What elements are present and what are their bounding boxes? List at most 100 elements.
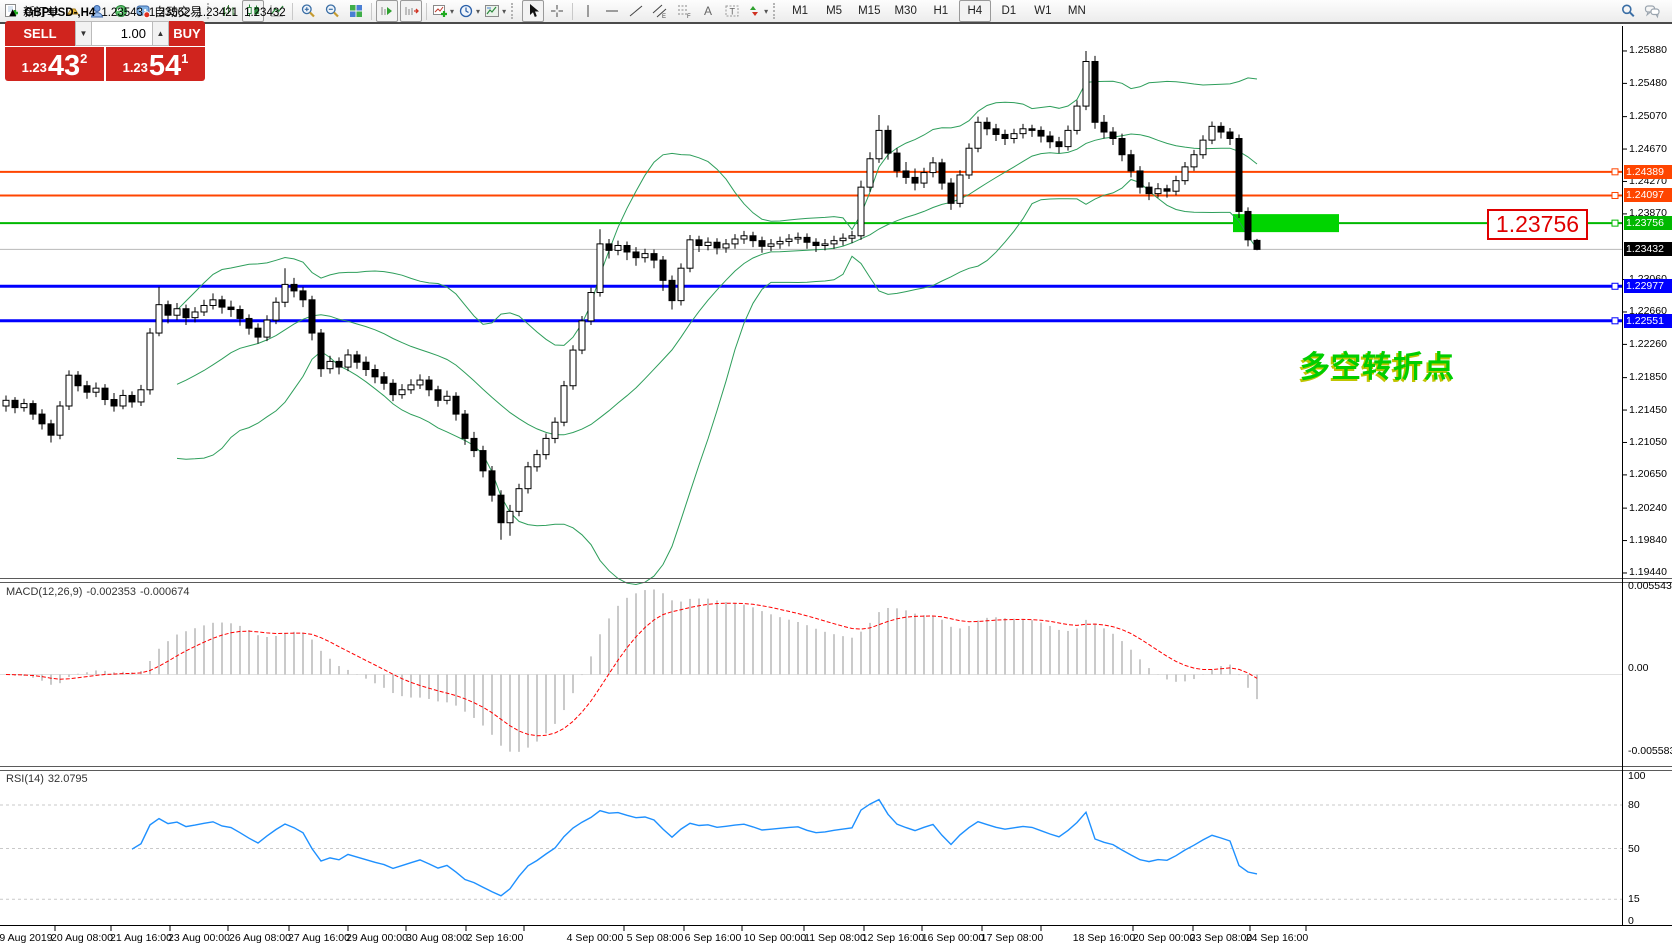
toolbar-grip[interactable] [207,3,213,19]
timeframe-button-m1[interactable]: M1 [792,5,809,17]
timeframe-button-mn[interactable]: MN [1067,5,1086,17]
time-axis-label: 9 Aug 2019 [0,932,53,944]
crosshair-icon [551,5,564,17]
signals-icon [115,5,128,17]
rsi-axis-label: 100 [1628,770,1646,782]
timeframe-button-d1[interactable]: D1 [1001,5,1017,17]
sell-price-display[interactable]: 1.23 43 2 [5,47,104,81]
auto-trading-icon [136,5,151,19]
crosshair-button[interactable] [546,0,568,22]
dropdown-arrow-icon: ▾ [502,6,507,16]
bar-chart-icon [223,5,236,16]
fibonacci-button[interactable]: F [673,0,695,22]
channel-icon: E [652,4,667,19]
buy-button[interactable]: BUY [169,21,205,46]
signals-button[interactable] [110,0,132,22]
zoom-in-icon [301,4,315,18]
periods-button[interactable]: ▾ [457,0,481,22]
volume-increase-button[interactable]: ▲ [152,21,169,46]
auto-scroll-icon [381,7,393,15]
time-axis-label: 29 Aug 00:00 [346,932,408,944]
dropdown-arrow-icon: ▾ [764,6,769,16]
bar-chart-button[interactable] [218,0,240,22]
arrows-icon [750,6,759,16]
cursor-button[interactable] [522,0,545,22]
macd-axis-label: -0.005583 [1628,745,1672,757]
time-axis-label: 21 Aug 16:00 [110,932,172,944]
profile-icon [90,5,104,18]
toolbar-grip[interactable] [511,3,517,19]
price-axis-tick: 1.22260 [1629,338,1667,350]
volume-decrease-button[interactable]: ▼ [75,21,92,46]
templates-button[interactable]: ▾ [483,0,507,22]
auto-scroll-button[interactable] [376,0,399,22]
price-callout-box[interactable]: 1.23756 [1487,209,1588,240]
timeframe-button-w1[interactable]: W1 [1034,5,1052,17]
toolbar-grip[interactable] [773,3,779,19]
buy-price-display[interactable]: 1.23 54 1 [106,47,205,81]
timeframe-button-m30[interactable]: M30 [894,5,917,17]
price-level-tag: 1.24389 [1624,165,1672,179]
trendline-button[interactable] [625,0,647,22]
price-axis-tick: 1.21050 [1629,436,1667,448]
chat-icon [1644,5,1660,19]
one-click-trading-panel: SELL ▼ 1.00 ▲ BUY 1.23 43 2 1.23 54 1 [5,21,205,81]
zoom-in-button[interactable] [297,0,319,22]
zoom-out-button[interactable] [321,0,343,22]
timeframe-button-m15[interactable]: M15 [858,5,881,17]
tile-windows-button[interactable] [345,0,367,22]
template-icon [485,5,500,17]
price-axis-tick: 1.24670 [1629,143,1667,155]
sell-button[interactable]: SELL [5,21,75,46]
text-label-button[interactable]: T [721,0,743,22]
price-level-tag: 1.22977 [1624,279,1672,293]
text-button[interactable]: A [697,0,719,22]
dropdown-arrow-icon: ▾ [450,6,455,16]
auto-trading-label: 自动交易 [154,4,203,19]
time-axis-label: 27 Aug 16:00 [288,932,350,944]
time-axis-label: 26 Aug 08:00 [229,932,291,944]
sell-price-small: 1.23 [21,60,47,75]
auto-trading-button[interactable]: 自动交易 [134,0,203,22]
toolbar: 新订单 自动交易 [0,0,1672,24]
zoom-out-icon [325,4,339,18]
search-button[interactable] [1617,0,1639,22]
gold-button[interactable] [62,0,84,22]
new-order-label: 新订单 [23,4,60,19]
new-order-button[interactable]: 新订单 [3,0,60,22]
new-order-icon [5,4,18,17]
rsi-axis-label: 0 [1628,915,1634,927]
price-level-tag: 1.24097 [1624,188,1672,202]
price-chart[interactable] [0,24,1672,949]
indicators-button[interactable]: ▾ [431,0,455,22]
toolbar-right [1616,0,1664,22]
time-axis-label: 23 Aug 00:00 [168,932,230,944]
text-label-icon: T [725,5,739,17]
macd-axis-label: 0.005543 [1628,580,1672,592]
volume-input[interactable]: 1.00 [92,21,152,46]
buy-price-sup: 1 [181,51,189,66]
line-chart-button[interactable] [266,0,288,22]
price-level-tag: 1.22551 [1624,314,1672,328]
profile-button[interactable] [86,0,108,22]
timeframe-button-m5[interactable]: M5 [826,5,843,17]
chart-window: ▲ GBPUSD-,H4 1.23543 1.23562 1.23421 1.23432 … [0,7,1672,949]
chat-button[interactable] [1641,0,1663,22]
candlestick-chart-button[interactable] [242,0,265,22]
equidistant-channel-button[interactable]: E [649,0,671,22]
toolbar-separator [371,2,373,20]
time-axis-label: 30 Aug 08:00 [406,932,468,944]
chart-shift-button[interactable] [400,0,423,22]
time-axis-label: 11 Sep 08:00 [804,932,866,944]
sell-price-sup: 2 [80,51,88,66]
arrows-button[interactable]: ▾ [745,0,769,22]
cursor-icon [530,4,540,17]
horizontal-line-button[interactable] [601,0,623,22]
vertical-line-icon [587,5,589,17]
time-axis-label: 10 Sep 00:00 [743,932,807,944]
vertical-line-button[interactable] [577,0,599,22]
timeframe-button-h4[interactable]: H4 [958,0,991,22]
price-level-tag: 1.23756 [1624,216,1672,230]
buy-price-big: 54 [148,50,182,82]
timeframe-button-h1[interactable]: H1 [933,5,949,17]
